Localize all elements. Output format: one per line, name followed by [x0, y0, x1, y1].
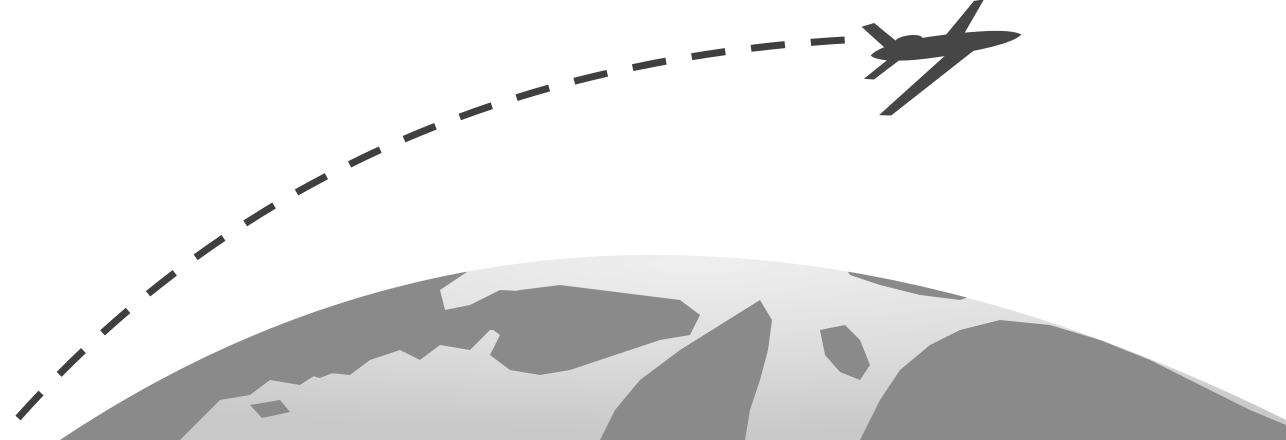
landmass-east — [860, 320, 1286, 440]
flight-path — [15, 36, 846, 421]
landmass-peninsula — [820, 325, 870, 380]
landmass-island-2 — [298, 355, 345, 378]
globe-icon — [60, 210, 1286, 440]
landmass-center — [600, 300, 772, 440]
landmass-island-3 — [250, 400, 290, 418]
landmass-west — [60, 254, 560, 440]
airplane-icon — [861, 0, 1022, 116]
landmass-archipelago — [480, 285, 700, 375]
landmass-north-left — [460, 210, 630, 236]
landmass-island-1 — [360, 322, 398, 342]
